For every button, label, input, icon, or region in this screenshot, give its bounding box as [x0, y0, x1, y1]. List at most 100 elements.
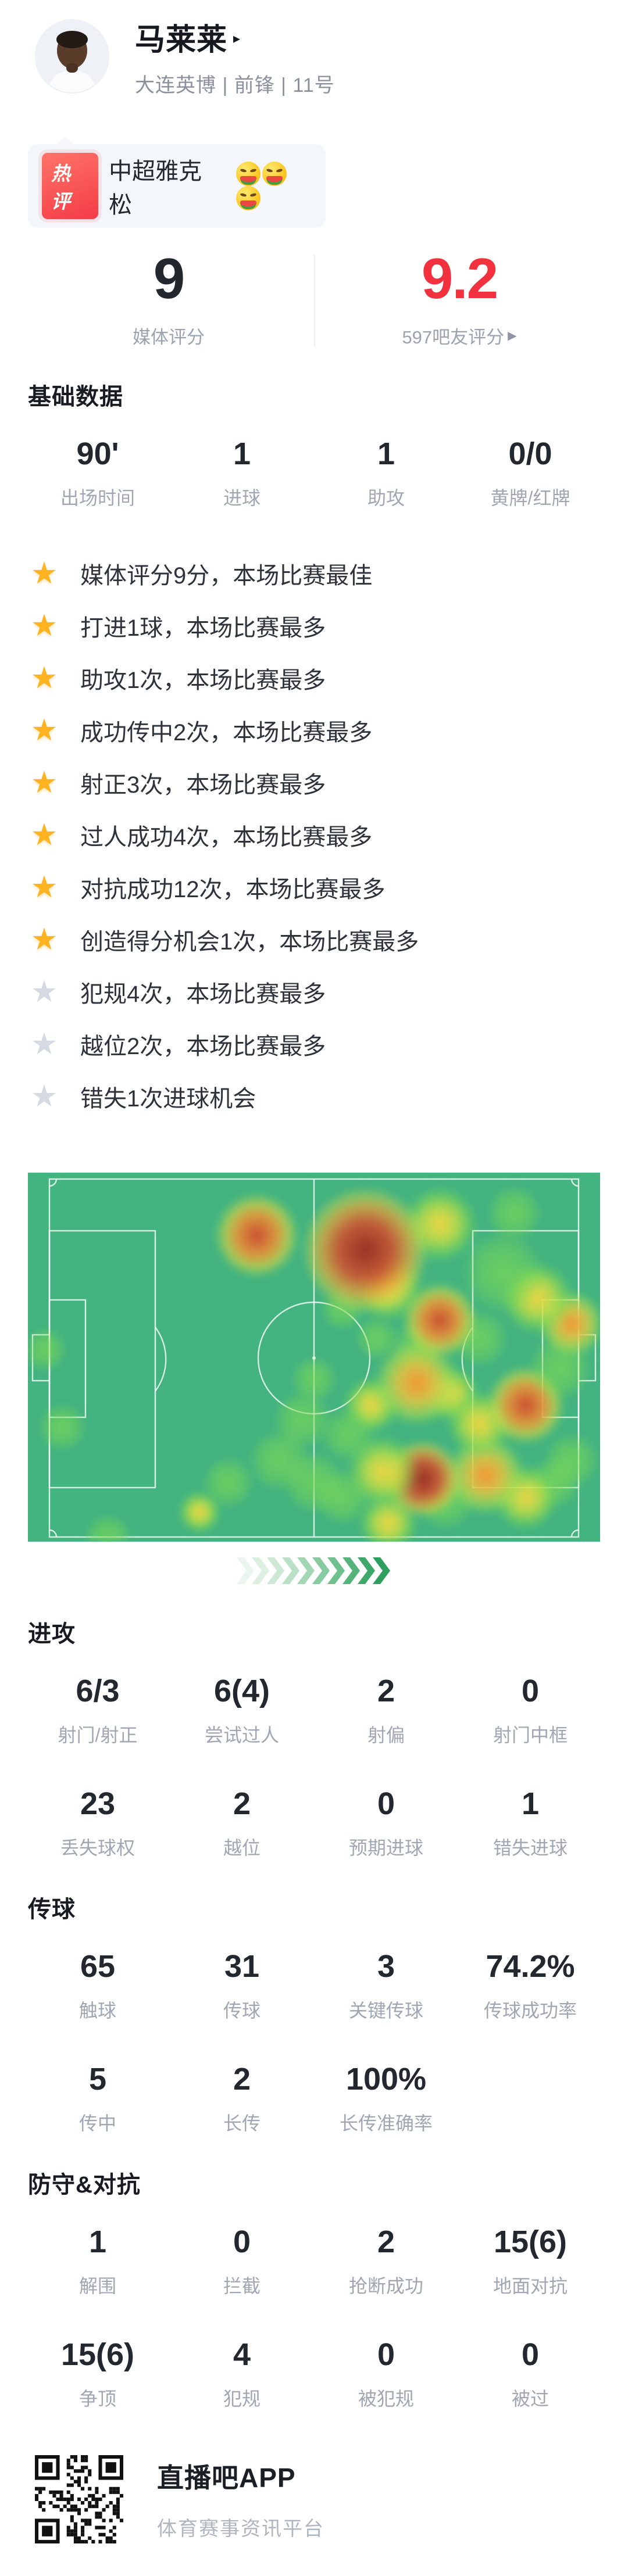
basic-stat-cell: 1 助攻 — [314, 436, 458, 510]
stat-label: 关键传球 — [348, 2000, 423, 2021]
fan-score-label-text: 597吧友评分 — [402, 327, 505, 347]
defense-stat-cell: 15(6) 地面对抗 — [458, 2224, 602, 2298]
stat-value: 5 — [88, 2061, 107, 2097]
qr-code — [35, 2455, 123, 2543]
heat-density-layer — [28, 1172, 600, 1542]
stat-label: 传球 — [223, 2000, 261, 2021]
score-divider — [314, 255, 315, 346]
fan-score-value: 9.2 — [421, 246, 498, 310]
defense-stat-cell: 0 被过 — [458, 2337, 602, 2411]
defense-stat-cell: 2 抢断成功 — [314, 2224, 458, 2298]
stat-label: 犯规 — [223, 2388, 261, 2409]
hot-comment-badge: 热评 — [42, 153, 99, 219]
defense-stat-cell: 4 犯规 — [170, 2337, 314, 2411]
stat-label: 被犯规 — [358, 2388, 414, 2409]
attack-stat-cell: 6(4) 尝试过人 — [170, 1673, 314, 1747]
avatar[interactable] — [35, 19, 109, 94]
hot-comment-bubble[interactable]: 热评 中超雅克松 — [28, 144, 326, 228]
highlight-item: ★ 对抗成功12次，本场比赛最多 — [0, 861, 628, 913]
player-header: 马莱莱 ▸ 大连英博 | 前锋 | 11号 — [0, 0, 628, 98]
stat-value: 1 — [521, 1786, 540, 1821]
stat-label: 预期进球 — [348, 1837, 423, 1858]
star-icon: ★ — [30, 974, 58, 1009]
highlight-item: ★ 错失1次进球机会 — [0, 1070, 628, 1123]
defense-stat-cell: 15(6) 争顶 — [26, 2337, 170, 2411]
highlight-item: ★ 助攻1次，本场比赛最多 — [0, 652, 628, 704]
attack-stat-cell: 23 丢失球权 — [26, 1786, 170, 1860]
highlight-text: 错失1次进球机会 — [80, 1085, 256, 1112]
attack-stats-grid: 6/3 射门/射正 6(4) 尝试过人 2 射偏 0 射门中框 23 丢失球权 2 越位 0 预期进球 1 错… — [0, 1673, 628, 1860]
app-footer: 直播吧APP 体育赛事资讯平台 — [0, 2455, 628, 2576]
passing-stat-cell: 3 关键传球 — [314, 1948, 458, 2023]
stat-label: 地面对抗 — [493, 2275, 568, 2296]
stat-label: 被过 — [511, 2388, 549, 2409]
basic-stat-cell: 1 进球 — [170, 436, 314, 510]
footer-text-block: 直播吧APP 体育赛事资讯平台 — [157, 2457, 324, 2541]
star-icon: ★ — [30, 661, 58, 695]
stat-label: 射门中框 — [493, 1724, 568, 1746]
chevron-right-icons — [237, 1557, 390, 1584]
star-icon: ★ — [30, 608, 58, 643]
watermelon-emoji-icon — [236, 186, 261, 210]
basic-stat-cell: 0/0 黄牌/红牌 — [458, 436, 602, 510]
stat-label: 解围 — [78, 2275, 116, 2296]
stat-label: 长传准确率 — [339, 2112, 433, 2134]
highlight-text: 成功传中2次，本场比赛最多 — [80, 719, 373, 746]
stat-value: 4 — [233, 2337, 251, 2372]
stat-value: 6/3 — [76, 1673, 120, 1708]
chevron-right-icon: ▸ — [233, 31, 241, 46]
stat-value: 90' — [76, 436, 119, 471]
star-icon: ★ — [30, 870, 58, 904]
passing-stat-cell: 5 传中 — [26, 2061, 170, 2136]
stat-label: 射偏 — [367, 1724, 405, 1746]
media-score-block: 9 媒体评分 — [23, 249, 314, 349]
highlight-text: 犯规4次，本场比赛最多 — [80, 981, 326, 1007]
passing-stats-grid: 65 触球 31 传球 3 关键传球 74.2% 传球成功率 5 传中 2 长传 100% 长传准确率 — [0, 1948, 628, 2136]
star-icon: ★ — [30, 818, 58, 852]
section-title-defense: 防守&对抗 — [28, 2172, 141, 2198]
highlight-text: 助攻1次，本场比赛最多 — [80, 667, 326, 693]
scores-row: 9 媒体评分 9.2 597吧友评分 ▶ — [0, 249, 628, 349]
stat-value: 1 — [377, 436, 395, 471]
stat-label: 进球 — [223, 487, 261, 508]
section-title-basic: 基础数据 — [28, 384, 123, 410]
highlight-text: 越位2次，本场比赛最多 — [80, 1033, 326, 1059]
stat-label: 错失进球 — [493, 1837, 568, 1858]
star-icon: ★ — [30, 922, 58, 956]
stat-label: 拦截 — [223, 2275, 261, 2296]
stat-value: 6(4) — [213, 1673, 270, 1708]
star-icon: ★ — [30, 765, 58, 800]
stat-value: 0 — [233, 2224, 251, 2259]
stat-label: 丢失球权 — [60, 1837, 135, 1858]
defense-stat-cell: 0 拦截 — [170, 2224, 314, 2298]
media-score-value: 9 — [153, 246, 185, 310]
passing-stat-cell: 31 传球 — [170, 1948, 314, 2023]
watermelon-emoji-icon — [262, 162, 287, 186]
attack-stat-cell: 2 射偏 — [314, 1673, 458, 1747]
avatar-placeholder — [36, 20, 108, 92]
highlight-item: ★ 成功传中2次，本场比赛最多 — [0, 704, 628, 757]
highlight-item: ★ 射正3次，本场比赛最多 — [0, 757, 628, 809]
fan-score-block[interactable]: 9.2 597吧友评分 ▶ — [314, 249, 605, 349]
highlight-item: ★ 创造得分机会1次，本场比赛最多 — [0, 913, 628, 966]
highlight-text: 对抗成功12次，本场比赛最多 — [80, 876, 386, 902]
team-position-number: 大连英博 | 前锋 | 11号 — [135, 74, 335, 96]
hot-comment-text: 中超雅克松 — [109, 159, 202, 218]
fan-score-label[interactable]: 597吧友评分 ▶ — [402, 323, 516, 349]
stat-value: 15(6) — [493, 2224, 568, 2259]
stat-label: 黄牌/红牌 — [490, 487, 570, 508]
emoji-group — [234, 162, 312, 210]
app-description: 体育赛事资讯平台 — [157, 2518, 324, 2541]
player-name-row[interactable]: 马莱莱 ▸ — [135, 15, 335, 59]
stat-label: 传中 — [78, 2112, 116, 2134]
highlight-item: ★ 犯规4次，本场比赛最多 — [0, 966, 628, 1018]
stat-value: 2 — [233, 1786, 251, 1821]
defense-stat-cell: 0 被犯规 — [314, 2337, 458, 2411]
stat-value: 31 — [224, 1948, 260, 1984]
passing-stat-cell: 2 长传 — [170, 2061, 314, 2136]
stat-label: 射门/射正 — [58, 1724, 138, 1746]
stat-value: 100% — [345, 2061, 427, 2097]
star-icon: ★ — [30, 1027, 58, 1061]
highlight-text: 射正3次，本场比赛最多 — [80, 772, 326, 798]
highlight-item: ★ 过人成功4次，本场比赛最多 — [0, 809, 628, 861]
